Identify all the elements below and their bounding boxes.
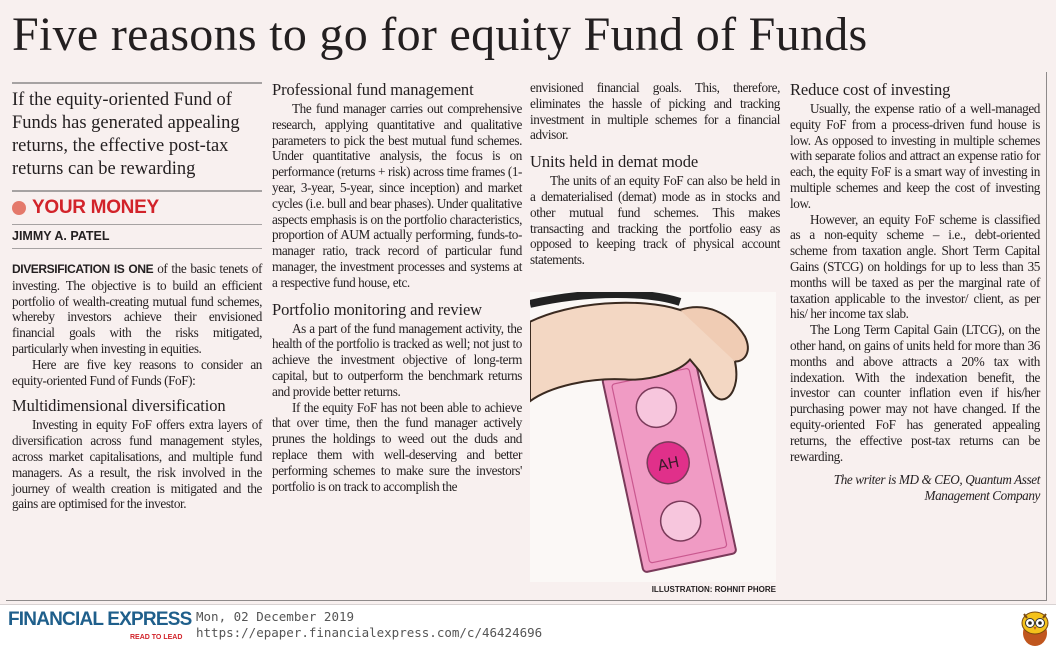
divider <box>12 82 262 84</box>
section-label-text: YOUR MONEY <box>32 197 159 218</box>
column-2: Professional fund management The fund ma… <box>272 80 522 494</box>
paragraph: Investing in equity FoF offers extra lay… <box>12 417 262 512</box>
thumb <box>679 306 749 363</box>
article-frame <box>6 72 1047 601</box>
publication-logo[interactable]: FINANCIAL EXPRESS <box>8 609 192 630</box>
publication-tagline: READ TO LEAD <box>130 634 183 641</box>
sleeve <box>530 292 682 308</box>
byline: JIMMY A. PATEL <box>12 229 110 243</box>
paragraph: envisioned financial goals. This, theref… <box>530 80 780 143</box>
paragraph: The units of an equity FoF can also be h… <box>530 173 780 268</box>
owl-icon <box>1021 611 1049 646</box>
column-1: If the equity-oriented Fund of Funds has… <box>12 82 262 512</box>
paragraph: If the equity FoF has not been able to a… <box>272 399 522 494</box>
subheading: Multidimensional diversification <box>12 396 226 416</box>
note-logo: AH <box>656 453 681 475</box>
paragraph: Here are five key reasons to consider an… <box>12 356 262 388</box>
credit-line: The writer is MD & CEO, Quantum Asset <box>833 472 1041 488</box>
footer: FINANCIAL EXPRESS READ TO LEAD Mon, 02 D… <box>0 604 1056 648</box>
section-label: YOUR MONEY <box>12 196 262 220</box>
illustration-credit: ILLUSTRATION: ROHNIT PHORE <box>651 585 776 594</box>
edition-meta: Mon, 02 December 2019 https://epaper.fin… <box>196 609 542 641</box>
divider <box>12 190 262 192</box>
headline: Five reasons to go for equity Fund of Fu… <box>12 8 868 61</box>
paragraph: Usually, the expense ratio of a well-man… <box>790 101 1040 211</box>
hand <box>530 301 738 403</box>
divider <box>12 224 262 225</box>
intro-text: of the basic tenets of investing. The ob… <box>12 261 262 356</box>
column-3: envisioned financial goals. This, theref… <box>530 80 780 268</box>
subheading: Professional fund management <box>272 80 474 99</box>
subheading: Units held in demat mode <box>530 152 699 172</box>
credit-line: Management Company <box>924 488 1041 504</box>
paragraph: However, an equity FoF scheme is classif… <box>790 211 1040 322</box>
column-4: Reduce cost of investing Usually, the ex… <box>790 80 1040 504</box>
deck: If the equity-oriented Fund of Funds has… <box>12 90 240 179</box>
paragraph: The Long Term Capital Gain (LTCG), on th… <box>790 322 1040 464</box>
banknote: AH <box>601 358 737 573</box>
paragraph: The fund manager carries out comprehensi… <box>272 101 522 290</box>
illustration-hand-holding-banknote: AH <box>530 292 776 582</box>
divider <box>12 248 262 249</box>
author-credit: The writer is MD & CEO, Quantum Asset Ma… <box>790 472 1041 504</box>
subheading: Portfolio monitoring and review <box>272 299 482 319</box>
paragraph: As a part of the fund management activit… <box>272 320 522 399</box>
edition-date: Mon, 02 December 2019 <box>196 609 355 624</box>
intro-paragraph: DIVERSIFICATION IS ONE of the basic tene… <box>12 261 262 357</box>
edition-url[interactable]: https://epaper.financialexpress.com/c/46… <box>196 625 543 640</box>
subheading: Reduce cost of investing <box>790 80 951 99</box>
bullet-dot-icon <box>12 201 26 215</box>
lead-in: DIVERSIFICATION IS ONE <box>12 262 154 276</box>
